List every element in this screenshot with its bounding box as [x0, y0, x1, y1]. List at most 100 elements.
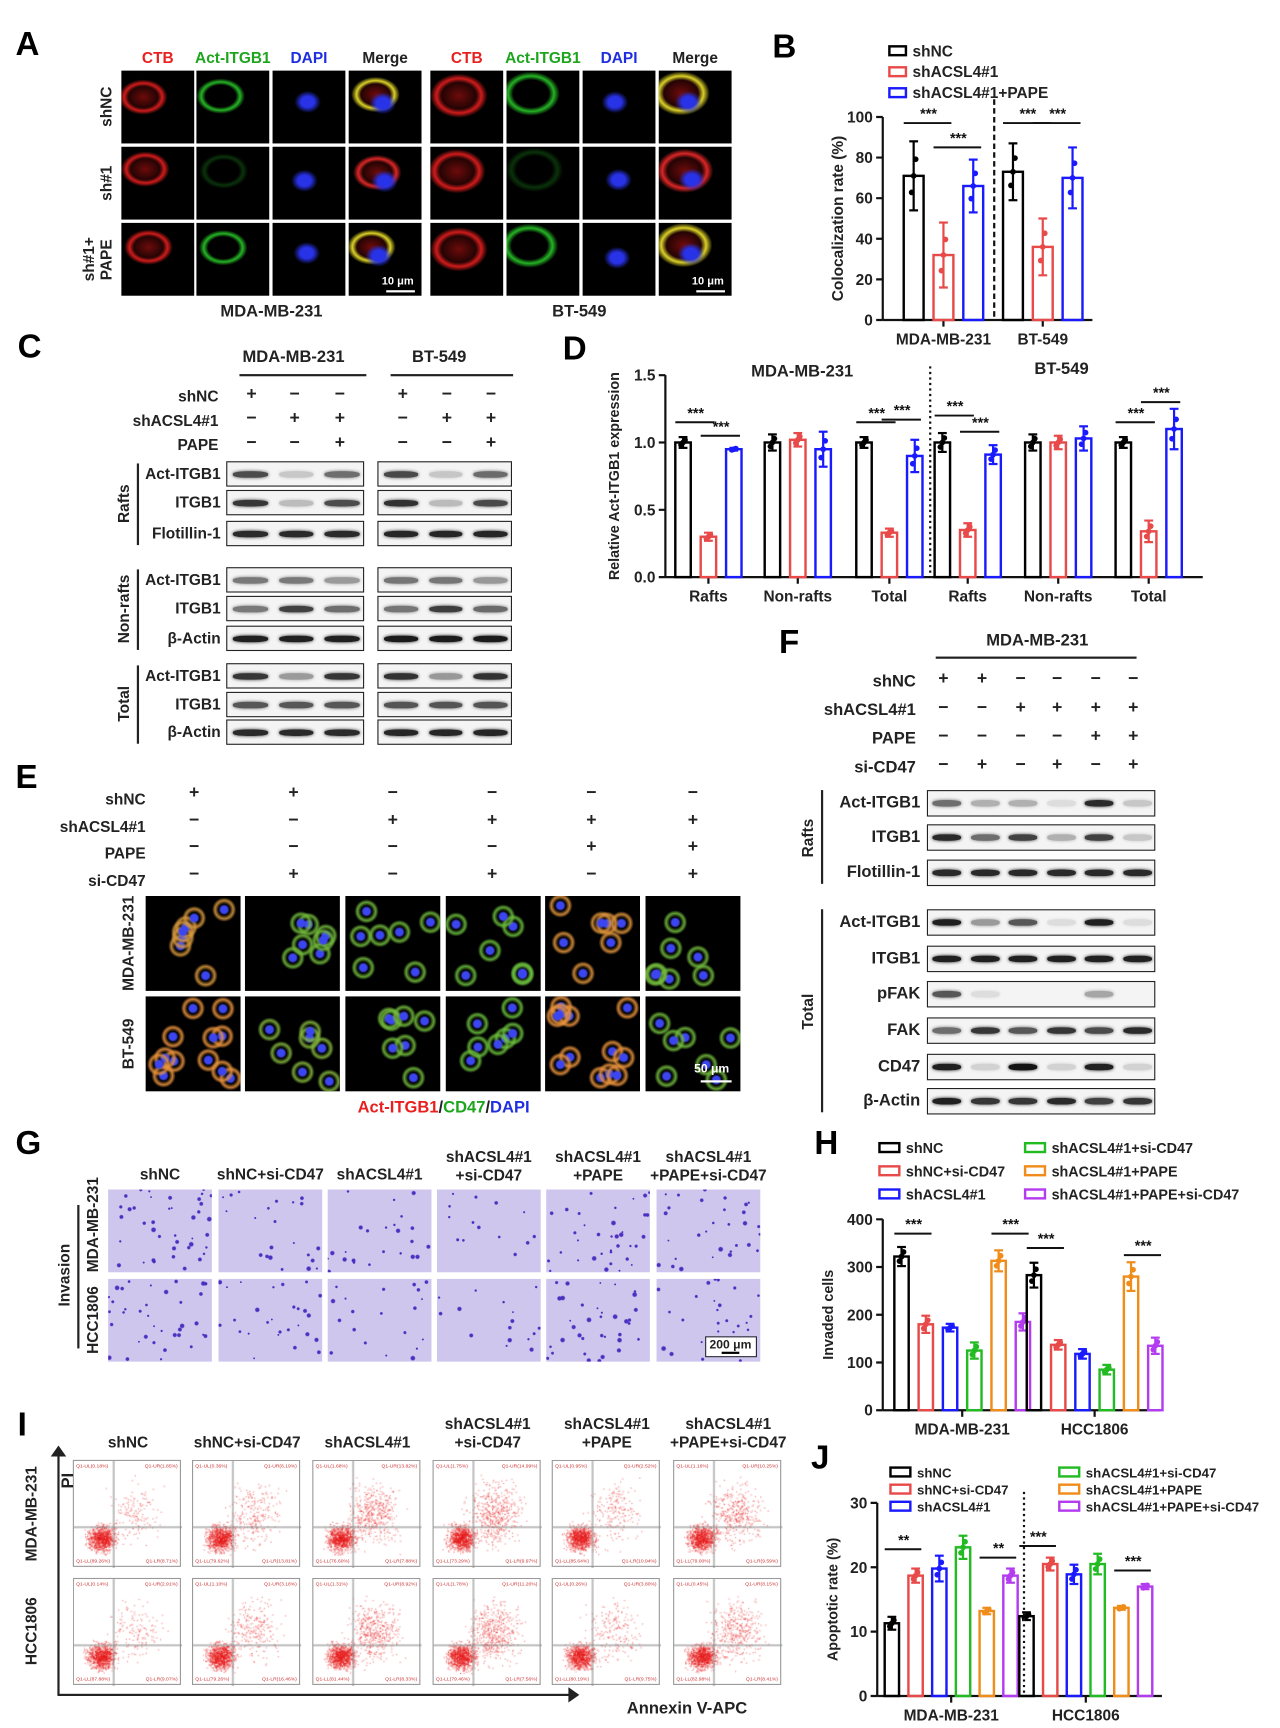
- bar: [880, 531, 899, 579]
- legend-label: shACSL4#1+PAPE: [1052, 1164, 1178, 1180]
- significance-label: **: [993, 1541, 1005, 1557]
- column-header: shACSL4#1 +PAPE+si-CD47: [670, 1414, 787, 1452]
- quadrant-ul-label: Q1-UL(0.26%): [555, 1581, 588, 1587]
- flow-plot: Q1-UL(0.26%) Q1-UR(3.80%) Q1-LL(80.19%) Q1-…: [551, 1577, 661, 1687]
- group-label: Rafts: [798, 818, 817, 858]
- data-point: [1092, 1566, 1099, 1572]
- data-point: [973, 1343, 980, 1350]
- group-bracket: [77, 1204, 79, 1349]
- blot-row-label: β-Actin: [167, 628, 221, 647]
- scale-bar: [696, 290, 725, 293]
- data-point: [1071, 160, 1078, 167]
- protein-band: [932, 1027, 962, 1034]
- condition-label: PAPE: [104, 844, 146, 862]
- micrograph: [582, 222, 656, 296]
- condition-sign: +: [1128, 755, 1139, 775]
- significance-label: ***: [1002, 1217, 1019, 1233]
- protein-band: [324, 605, 360, 612]
- panel-label-i: I: [17, 1406, 27, 1444]
- y-tick-label: 40: [856, 231, 873, 248]
- group-label: Total: [798, 993, 817, 1030]
- data-point: [1031, 1272, 1037, 1279]
- data-point: [707, 531, 714, 538]
- bar: [1074, 437, 1093, 579]
- cell-line-label: MDA-MB-231: [986, 631, 1089, 650]
- condition-sign: +: [1051, 698, 1063, 718]
- quadrant-lr-label: Q1-LR(7.56%): [505, 1676, 538, 1682]
- bar: [1114, 441, 1133, 579]
- column-header: shACSL4#1: [324, 1433, 411, 1452]
- y-tick-label: 0: [864, 1403, 873, 1420]
- panel-label-g: G: [15, 1125, 42, 1162]
- data-point: [936, 1565, 943, 1572]
- quadrant-ul-label: Q1-UL(0.14%): [76, 1581, 109, 1587]
- micrograph: [430, 222, 504, 296]
- x-tick-label: Rafts: [689, 588, 728, 605]
- quadrant-ur-label: Q1-UR(1.85%): [144, 1463, 178, 1469]
- data-point: [958, 1550, 964, 1556]
- group-bracket: [136, 665, 139, 744]
- legend-swatch: [1023, 1165, 1047, 1177]
- protein-band: [970, 1027, 1000, 1034]
- data-point: [1144, 1582, 1150, 1589]
- data-point: [1122, 437, 1129, 443]
- group-bracket: [820, 790, 823, 884]
- blot-strip: [377, 663, 513, 689]
- y-tick-label: 1.0: [634, 435, 655, 452]
- header-line: [239, 374, 367, 376]
- micrograph: [345, 996, 441, 1092]
- y-tick-label: 0.0: [634, 570, 655, 587]
- protein-band: [473, 605, 508, 612]
- y-axis-label: Relative Act-ITGB1 expression: [607, 372, 623, 580]
- bar: [1165, 427, 1184, 579]
- group-label: Rafts: [114, 483, 133, 523]
- micrograph: [145, 896, 241, 991]
- quadrant-ll-label: Q1-LL(81.44%): [315, 1676, 350, 1682]
- micrograph: [582, 146, 656, 220]
- significance-label: ***: [1128, 406, 1145, 422]
- condition-sign: +: [486, 810, 498, 830]
- column-header: shNC+si-CD47: [216, 1165, 324, 1183]
- protein-band: [932, 955, 962, 963]
- bar: [930, 1567, 948, 1698]
- caption-part: /: [438, 1097, 444, 1117]
- condition-label: shACSL4#1: [59, 817, 146, 835]
- quadrant-ll-label: Q1-LL(79.00%): [676, 1558, 711, 1564]
- channel-label: Merge: [672, 48, 718, 67]
- y-tick-label: 100: [847, 1355, 873, 1372]
- channel-label: CTB: [141, 48, 174, 67]
- data-point: [820, 446, 827, 453]
- condition-sign: −: [1051, 727, 1063, 746]
- protein-band: [1084, 1097, 1114, 1105]
- quadrant-lr-label: Q1-LR(13.81%): [262, 1558, 297, 1564]
- condition-sign: +: [288, 783, 299, 803]
- protein-band: [278, 701, 314, 708]
- data-point: [796, 433, 803, 440]
- micrograph: [658, 146, 732, 220]
- condition-sign: −: [441, 385, 453, 404]
- bar: [984, 453, 1003, 579]
- condition-sign: −: [486, 837, 498, 857]
- protein-band: [970, 834, 1000, 841]
- group-bracket: [136, 463, 139, 546]
- significance-label: **: [898, 1533, 910, 1549]
- significance-label: ***: [1135, 1239, 1152, 1255]
- protein-band: [473, 635, 508, 642]
- protein-band: [383, 672, 418, 680]
- flow-scatter: [433, 1579, 542, 1687]
- quadrant-lr-label: Q1-LR(9.59%): [745, 1558, 778, 1564]
- quadrant-ul-label: Q1-UL(0.95%): [555, 1463, 588, 1469]
- micrograph: [545, 896, 641, 991]
- micrograph: [345, 896, 441, 991]
- significance-label: ***: [687, 406, 704, 422]
- data-point: [1057, 436, 1064, 443]
- legend-label: shNC+si-CD47: [917, 1483, 1009, 1498]
- data-point: [1069, 1576, 1075, 1582]
- condition-sign: +: [1128, 727, 1139, 746]
- x-tick-label: MDA-MB-231: [896, 331, 992, 347]
- protein-band: [1009, 991, 1038, 998]
- micrograph: [272, 146, 346, 220]
- blot-strip: [226, 663, 365, 689]
- flow-scatter: [193, 1460, 302, 1569]
- protein-band: [1046, 869, 1076, 877]
